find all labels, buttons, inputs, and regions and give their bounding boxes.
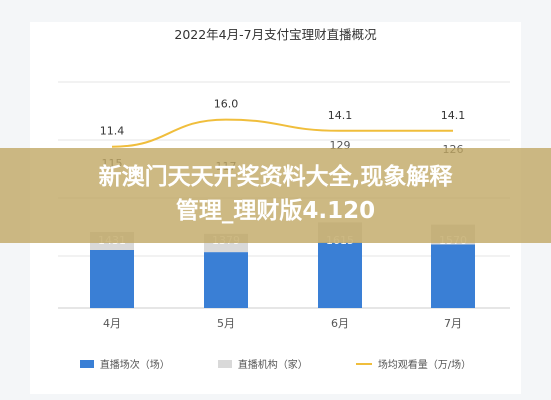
data-label-avg-views: 16.0 (214, 98, 239, 111)
chart-title: 2022年4月-7月支付宝理财直播概况 (174, 27, 377, 42)
data-label-avg-views: 14.1 (441, 109, 466, 122)
legend-label-avg-views: 场均观看量（万/场） (377, 360, 472, 371)
banner-text: 新澳门天天开奖资料大全,现象解释 管理_理财版4.120 (0, 160, 551, 228)
legend-swatch-sessions (79, 359, 94, 368)
legend-item-avg-views: 场均观看量（万/场） (355, 356, 472, 371)
bar-sessions (204, 252, 248, 308)
chart-legend: 直播场次（场） 直播机构（家） 场均观看量（万/场） (0, 356, 551, 371)
bar-sessions (431, 244, 475, 308)
legend-swatch-institutions (217, 359, 232, 368)
legend-swatch-avg-views (355, 362, 372, 365)
banner-line-2: 管理_理财版4.120 (175, 198, 376, 224)
x-tick-label: 6月 (331, 317, 349, 330)
banner-line-1: 新澳门天天开奖资料大全,现象解释 (98, 164, 453, 190)
x-tick-label: 7月 (444, 317, 462, 330)
bar-sessions (90, 250, 134, 308)
legend-item-institutions: 直播机构（家） (217, 356, 308, 371)
line-avg-views (111, 118, 453, 148)
bar-sessions (318, 242, 362, 308)
legend-label-institutions: 直播机构（家） (237, 360, 308, 371)
legend-label-sessions: 直播场次（场） (99, 360, 170, 371)
data-label-avg-views: 14.1 (328, 109, 353, 122)
x-tick-label: 4月 (103, 317, 121, 330)
data-label-avg-views: 11.4 (100, 125, 125, 138)
x-tick-label: 5月 (217, 317, 235, 330)
legend-item-sessions: 直播场次（场） (79, 356, 170, 371)
watermark-banner (0, 148, 551, 243)
